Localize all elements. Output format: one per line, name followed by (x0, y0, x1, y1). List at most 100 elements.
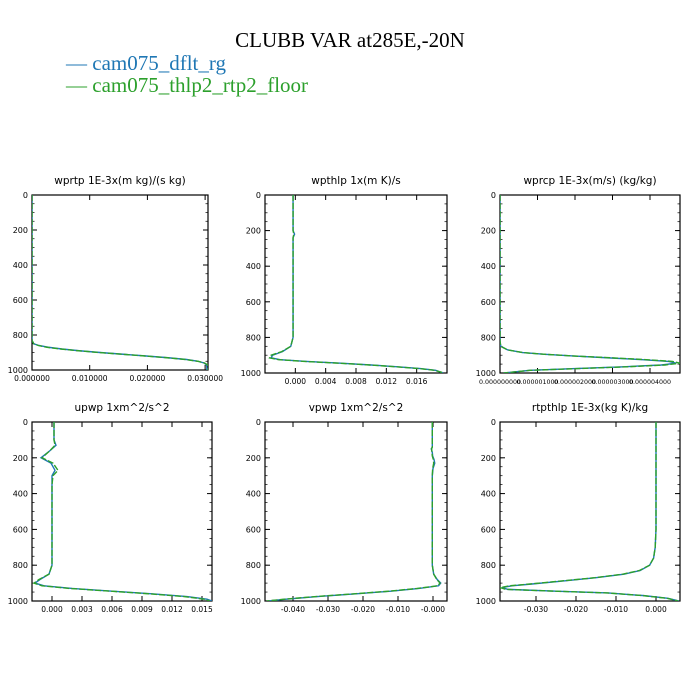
x-tick-label: 0.000003000 (591, 379, 633, 386)
y-tick-label: 200 (481, 227, 496, 236)
x-tick-label: 0.020000 (130, 374, 166, 383)
y-tick-label: 1000 (8, 597, 28, 606)
x-tick-label: 0.004 (315, 377, 337, 386)
x-tick-label: 0.006 (101, 605, 123, 614)
series-line-dflt-rg (269, 195, 444, 373)
y-tick-label: 800 (13, 561, 28, 570)
y-tick-label: 600 (13, 296, 28, 305)
y-tick-label: 200 (13, 226, 28, 235)
series-line-thlp2-rtp2-floor (32, 422, 211, 601)
x-tick-label: 0.000 (41, 605, 63, 614)
y-tick-label: 800 (246, 561, 261, 570)
panel-6: rtpthlp 1E-3x(kg K)/kg 0 200 400 600 800 1000 -… (476, 402, 681, 614)
y-tick-label: 600 (246, 298, 261, 307)
y-tick-label: 1000 (241, 369, 261, 378)
y-tick-label: 400 (481, 262, 496, 271)
y-tick-label: 1000 (476, 597, 496, 606)
y-tick-label: 400 (246, 490, 261, 499)
x-tick-label: 0.000000 (14, 374, 50, 383)
y-tick-label: 0 (256, 418, 261, 427)
plot-frame (499, 194, 681, 374)
panel-title: wpthlp 1x(m K)/s (311, 175, 401, 187)
panel-3: wprcp 1E-3x(m/s) (kg/kg) 0 200 400 600 800 100… (476, 175, 681, 386)
x-tick-label: -0.040 (281, 605, 305, 614)
x-tick-label: 0.009 (131, 605, 153, 614)
y-tick-label: 1000 (476, 369, 496, 378)
legend-label-series-b: cam075_thlp2_rtp2_floor (92, 73, 309, 97)
plot-frame (264, 194, 448, 374)
figure-title: CLUBB VAR at285E,-20N (235, 28, 465, 52)
y-tick-label: 200 (246, 227, 261, 236)
series-line-thlp2-rtp2-floor (266, 422, 441, 601)
y-tick-label: 1000 (8, 366, 28, 375)
legend-item-series-b: — cam075_thlp2_rtp2_floor (66, 74, 308, 96)
y-tick-label: 0 (491, 418, 496, 427)
x-tick-label: 0.016 (406, 377, 428, 386)
y-tick-label: 200 (481, 454, 496, 463)
x-tick-label: 0.000000000 (479, 379, 521, 386)
y-tick-label: 200 (13, 454, 28, 463)
series-line-dflt-rg (32, 195, 208, 370)
x-tick-label: 0.000001000 (516, 379, 558, 386)
y-tick-label: 0 (23, 418, 28, 427)
series-line-dflt-rg (268, 422, 442, 601)
series-line-thlp2-rtp2-floor (268, 195, 445, 373)
y-tick-label: 0 (256, 191, 261, 200)
x-tick-label: 0.030000 (187, 374, 223, 383)
plot-frame (31, 421, 213, 602)
panel-1: wprtp 1E-3x(m kg)/(s kg) 0 200 400 600 800 100… (8, 175, 224, 383)
y-tick-label: 400 (481, 490, 496, 499)
y-tick-label: 600 (246, 525, 261, 534)
y-tick-label: 400 (13, 490, 28, 499)
plot-frame (31, 194, 209, 371)
y-tick-label: 800 (13, 331, 28, 340)
x-tick-label: -0.030 (524, 605, 548, 614)
x-tick-label: 0.000002000 (554, 379, 596, 386)
legend-dash-series-a: — (66, 51, 93, 75)
y-tick-label: 0 (491, 191, 496, 200)
x-tick-label: -0.030 (316, 605, 340, 614)
x-tick-label: 0.012 (161, 605, 183, 614)
x-tick-label: -0.020 (351, 605, 375, 614)
figure-legend: — cam075_dflt_rg — cam075_thlp2_rtp2_flo… (66, 52, 308, 96)
y-tick-label: 800 (481, 561, 496, 570)
y-tick-label: 600 (481, 298, 496, 307)
series-line-dflt-rg (33, 422, 212, 601)
x-tick-label: 0.008 (345, 377, 367, 386)
x-tick-label: -0.020 (564, 605, 588, 614)
y-tick-label: 800 (481, 333, 496, 342)
legend-item-series-a: — cam075_dflt_rg (66, 52, 308, 74)
series-line-thlp2-rtp2-floor (500, 422, 679, 601)
x-tick-label: 0.000 (645, 605, 667, 614)
x-tick-label: 0.000004000 (629, 379, 671, 386)
panel-title: vpwp 1xm^2/s^2 (309, 402, 404, 414)
y-tick-label: 400 (13, 261, 28, 270)
x-tick-label: -0.010 (604, 605, 628, 614)
legend-dash-series-b: — (66, 73, 93, 97)
panel-4: upwp 1xm^2/s^2 0 200 400 600 800 1000 0.000 0.00… (8, 402, 213, 614)
series-line-dflt-rg (500, 195, 677, 373)
y-tick-label: 0 (23, 191, 28, 200)
x-tick-label: -0.010 (386, 605, 410, 614)
panel-title: upwp 1xm^2/s^2 (75, 402, 170, 414)
y-tick-label: 200 (246, 454, 261, 463)
y-tick-label: 600 (481, 525, 496, 534)
x-tick-label: -0.000 (421, 605, 445, 614)
series-line-thlp2-rtp2-floor (500, 195, 680, 373)
series-line-thlp2-rtp2-floor (32, 195, 208, 370)
x-tick-label: 0.000 (285, 377, 307, 386)
panel-2: wpthlp 1x(m K)/s 0 200 400 600 800 1000 0.000 0.… (241, 175, 448, 386)
panel-title: rtpthlp 1E-3x(kg K)/kg (532, 402, 648, 414)
plot-frame (499, 421, 681, 602)
series-line-dflt-rg (501, 422, 680, 601)
x-tick-label: 0.015 (191, 605, 213, 614)
panel-title: wprtp 1E-3x(m kg)/(s kg) (54, 175, 185, 187)
legend-label-series-a: cam075_dflt_rg (92, 51, 227, 75)
panel-5: vpwp 1xm^2/s^2 0 200 400 600 800 1000 -0.040 -0.… (241, 402, 448, 614)
panel-title: wprcp 1E-3x(m/s) (kg/kg) (523, 175, 656, 187)
x-tick-label: 0.010000 (72, 374, 108, 383)
plot-frame (264, 421, 448, 602)
x-tick-label: 0.012 (376, 377, 398, 386)
y-tick-label: 1000 (241, 597, 261, 606)
